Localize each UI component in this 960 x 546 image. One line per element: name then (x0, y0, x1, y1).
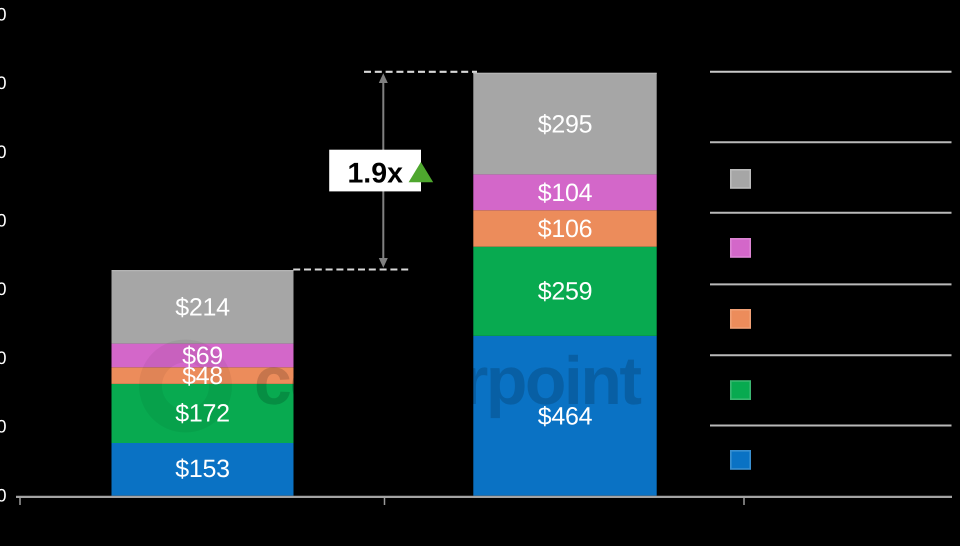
svg-text:$200: $200 (0, 417, 7, 437)
svg-text:$800: $800 (0, 211, 7, 231)
svg-text:$0: $0 (0, 485, 7, 505)
svg-text:$464: $464 (538, 403, 593, 431)
svg-text:$172: $172 (175, 400, 229, 428)
svg-text:$153: $153 (175, 455, 229, 483)
svg-text:$1,200: $1,200 (0, 73, 7, 93)
svg-text:$1,000: $1,000 (0, 142, 7, 162)
svg-text:$600: $600 (0, 279, 7, 299)
svg-text:1.9x: 1.9x (347, 158, 403, 190)
svg-text:$48: $48 (182, 362, 223, 390)
svg-text:$214: $214 (175, 294, 230, 322)
svg-text:$295: $295 (538, 110, 592, 138)
svg-text:$1,400: $1,400 (0, 4, 7, 24)
svg-text:$106: $106 (538, 215, 592, 243)
svg-text:$69: $69 (182, 342, 223, 370)
svg-text:$259: $259 (538, 278, 592, 306)
svg-text:$104: $104 (538, 179, 593, 207)
svg-text:counterpoint: counterpoint (254, 343, 641, 419)
svg-text:$400: $400 (0, 348, 7, 368)
